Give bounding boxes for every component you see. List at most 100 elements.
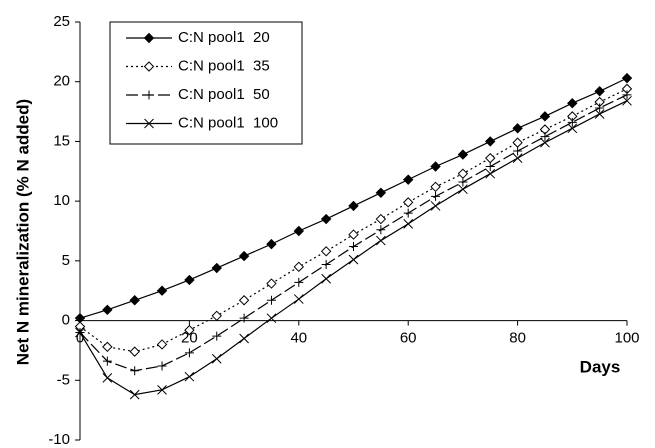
marker — [238, 250, 250, 262]
marker — [266, 238, 277, 250]
marker — [184, 348, 194, 358]
marker — [130, 366, 140, 376]
marker — [266, 295, 276, 305]
marker — [458, 177, 468, 187]
marker — [567, 98, 578, 109]
marker — [485, 136, 496, 147]
marker — [129, 389, 140, 400]
legend-marker — [144, 118, 154, 129]
marker — [321, 273, 332, 284]
marker — [102, 341, 113, 353]
marker — [129, 346, 140, 357]
legend-label: C:N pool1 100 — [178, 114, 278, 131]
marker — [293, 294, 304, 304]
x-tick-label: 0 — [76, 330, 84, 347]
legend-marker — [144, 90, 154, 100]
marker — [266, 278, 277, 289]
marker — [540, 132, 550, 142]
marker — [156, 285, 168, 296]
legend-label: C:N pool1 50 — [178, 86, 270, 103]
marker — [293, 225, 305, 237]
marker — [102, 356, 112, 366]
marker — [75, 327, 85, 338]
marker — [540, 137, 550, 148]
marker — [403, 218, 414, 229]
y-tick-label: 20 — [53, 73, 70, 90]
marker — [512, 123, 523, 134]
marker — [430, 181, 441, 193]
marker — [238, 295, 250, 306]
marker — [129, 295, 140, 306]
y-tick-label: 0 — [62, 312, 70, 329]
marker — [211, 262, 222, 274]
x-tick-label: 100 — [614, 330, 639, 347]
legend-label: C:N pool1 20 — [178, 29, 270, 46]
marker — [457, 149, 469, 160]
x-tick-label: 80 — [509, 330, 526, 347]
marker — [430, 161, 441, 172]
marker — [294, 277, 304, 287]
marker — [184, 324, 195, 336]
y-tick-label: 10 — [53, 192, 70, 209]
marker — [567, 123, 578, 134]
x-tick-label: 60 — [400, 330, 417, 347]
y-tick-label: -10 — [48, 431, 70, 448]
legend-marker — [143, 32, 155, 44]
marker — [239, 333, 249, 344]
marker — [621, 72, 633, 84]
marker — [375, 213, 387, 225]
marker — [239, 313, 249, 323]
marker — [375, 235, 386, 246]
marker — [622, 90, 632, 100]
y-axis-label: Net N mineralization (% N added) — [13, 99, 32, 365]
marker — [485, 168, 496, 179]
y-tick-label: 15 — [53, 132, 70, 149]
marker — [375, 187, 387, 198]
marker — [595, 103, 605, 113]
marker — [184, 274, 195, 286]
marker — [348, 254, 359, 265]
marker — [430, 201, 441, 211]
y-tick-label: -5 — [57, 371, 70, 388]
y-tick-label: 5 — [62, 252, 70, 269]
marker — [376, 225, 386, 235]
marker — [348, 200, 359, 212]
marker — [211, 353, 222, 364]
marker — [567, 117, 577, 127]
marker — [402, 197, 414, 208]
marker — [431, 191, 441, 201]
legend-marker — [143, 61, 155, 72]
marker — [512, 153, 523, 164]
marker — [594, 86, 605, 97]
marker — [102, 304, 113, 316]
marker — [266, 313, 277, 324]
marker — [321, 259, 331, 269]
marker — [102, 373, 113, 383]
marker — [184, 371, 195, 382]
marker — [157, 384, 167, 395]
marker — [211, 310, 222, 322]
marker — [293, 261, 305, 273]
marker — [622, 95, 632, 106]
marker — [512, 137, 523, 148]
marker — [320, 213, 332, 225]
marker — [320, 246, 332, 257]
marker — [74, 312, 86, 324]
x-axis-label: Days — [580, 357, 621, 376]
legend-label: C:N pool1 35 — [178, 57, 270, 74]
marker — [594, 109, 605, 119]
marker — [458, 184, 468, 195]
marker — [485, 162, 495, 172]
y-tick-label: 25 — [53, 13, 70, 30]
marker — [156, 339, 168, 350]
marker — [457, 168, 469, 179]
marker — [539, 111, 551, 122]
x-tick-label: 40 — [290, 330, 307, 347]
marker — [349, 242, 358, 252]
marker — [485, 152, 496, 164]
x-tick-label: 20 — [181, 330, 198, 347]
marker — [403, 208, 413, 218]
marker — [157, 361, 167, 371]
marker — [348, 229, 359, 240]
